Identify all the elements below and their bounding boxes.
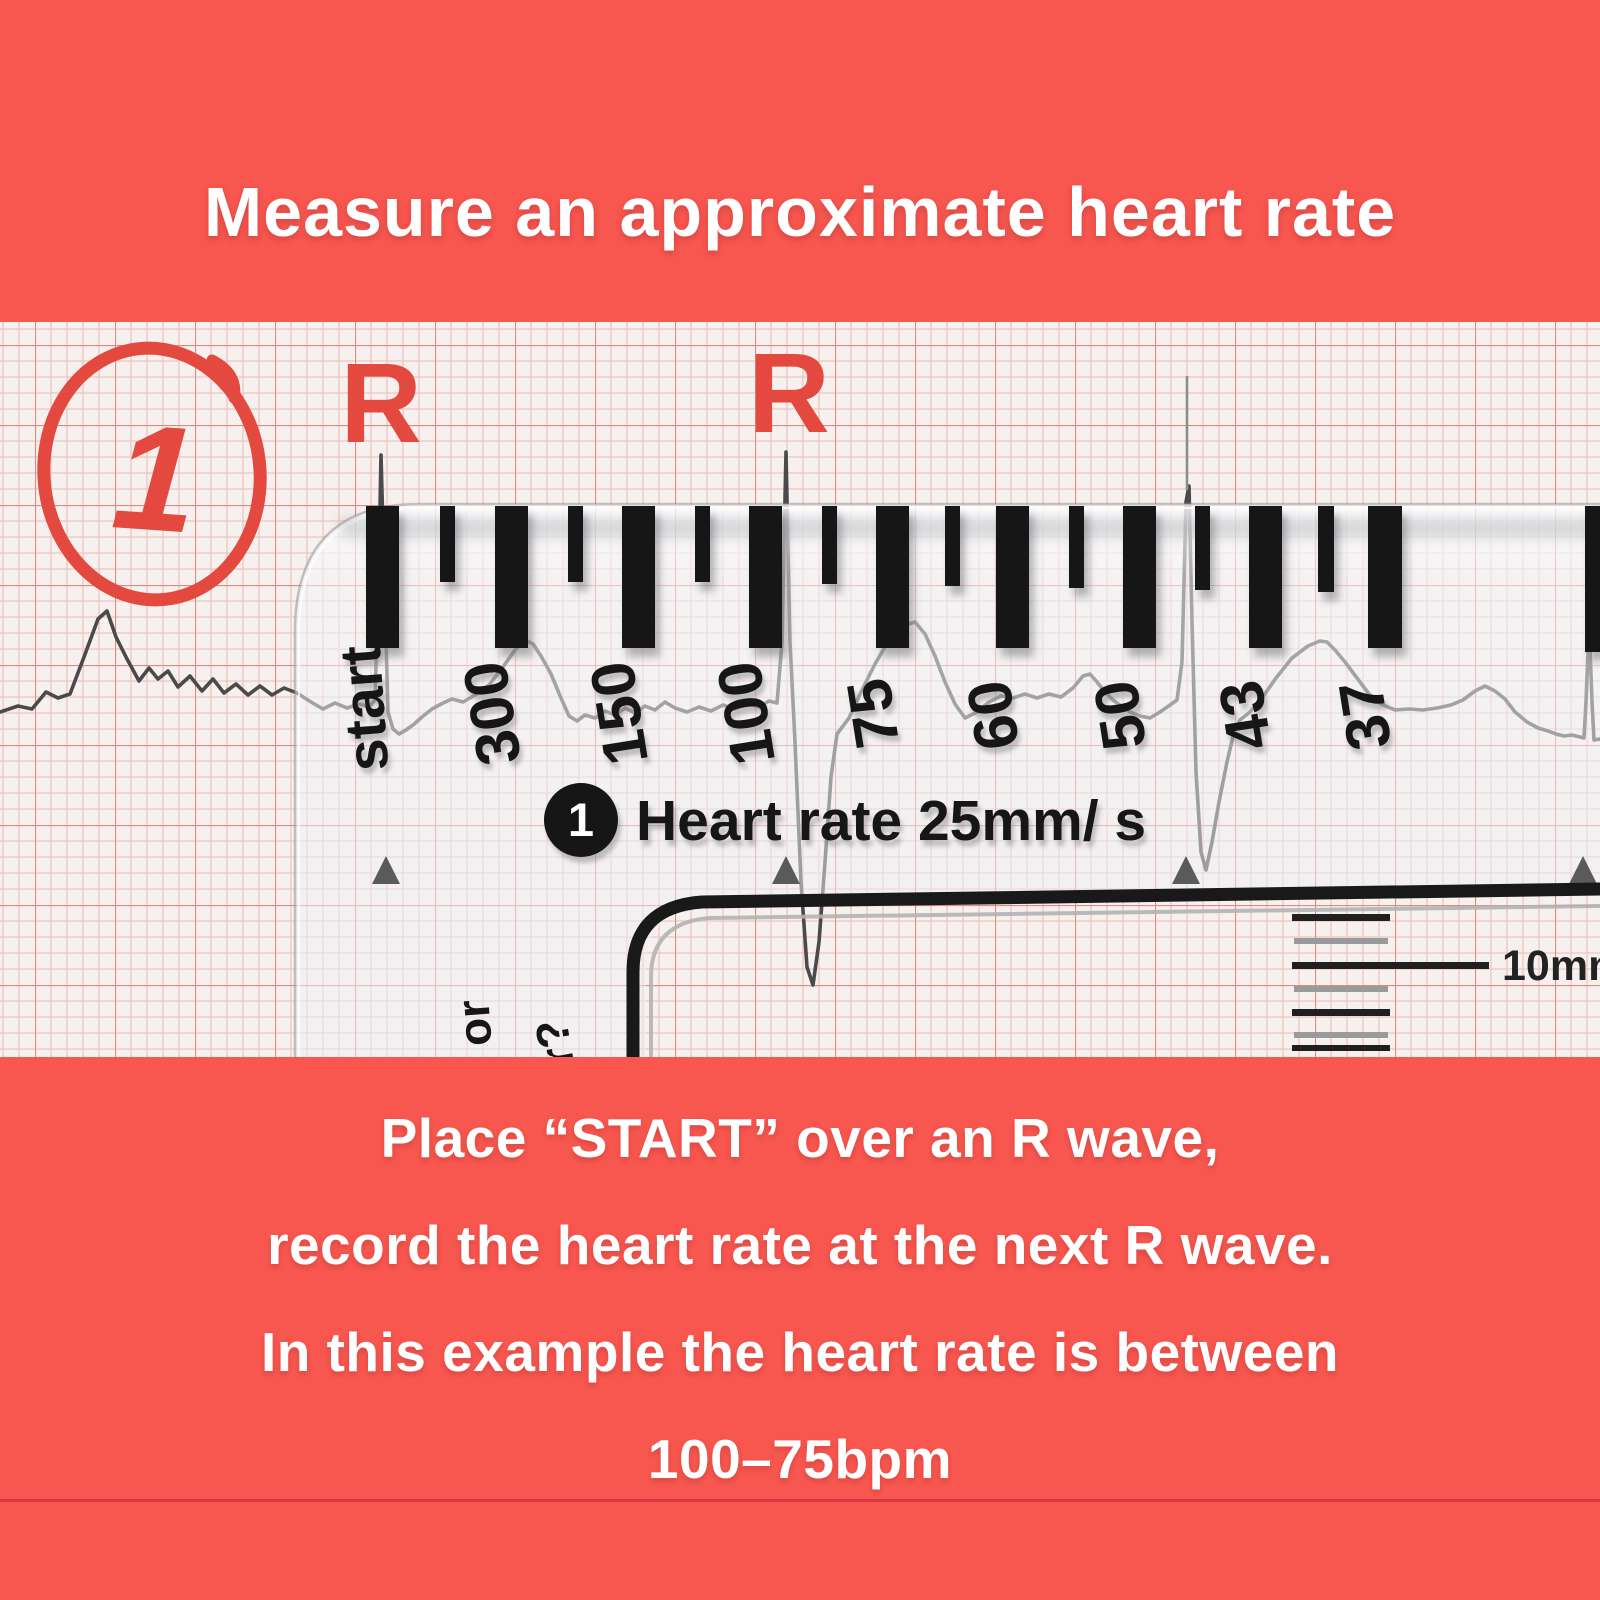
scale-label-150: 150 (578, 657, 662, 770)
scale-label-100: 100 (705, 657, 789, 770)
tick-bar-edge (1585, 506, 1600, 652)
calibration-line (1292, 914, 1390, 921)
step-badge-number: 1 (568, 793, 594, 846)
pointer-triangles (372, 856, 1597, 884)
tick-bar-minor (822, 506, 837, 584)
ruler-scale-bars (366, 506, 1600, 652)
calibration-label: 10mm (1502, 942, 1600, 990)
scale-label-43: 43 (1206, 676, 1285, 755)
annotation-step-number: 1 (108, 391, 203, 564)
window-frame (626, 882, 1600, 1057)
tick-bar-43 (1249, 506, 1282, 648)
tick-bar-50 (1123, 506, 1156, 648)
heart-rate-label: Heart rate 25mm/ s (636, 789, 1146, 853)
ruler-caption-row: 1 Heart rate 25mm/ s (544, 783, 1146, 857)
tick-bar-75 (876, 506, 909, 648)
title-band: Measure an approximate heart rate (0, 0, 1600, 322)
caption-line: record the heart rate at the next R wave… (267, 1214, 1333, 1276)
calibration-line (1294, 938, 1388, 944)
tick-bar-minor (1195, 506, 1210, 590)
window-frame-inner-edge (649, 904, 1600, 1057)
r-wave-label-2: R (748, 330, 830, 456)
pointer-triangle-icon (372, 856, 400, 884)
tick-bar-150 (622, 506, 655, 648)
ecg-photo-svg: start 300 150 100 75 60 50 43 37 1 Heart… (0, 322, 1600, 1057)
ruler-top-shadow (340, 518, 1600, 538)
step-badge (544, 783, 618, 857)
pointer-triangle-icon (772, 856, 800, 884)
pointer-triangle-icon (1172, 856, 1200, 884)
divider-line (0, 1499, 1600, 1502)
scale-label-37: 37 (1326, 676, 1405, 755)
tick-bar-minor (945, 506, 960, 586)
scale-label-300: 300 (451, 657, 535, 770)
tick-bar-37 (1368, 506, 1402, 648)
tick-bar-minor (1318, 506, 1334, 592)
tick-bar-100 (749, 506, 782, 648)
ruler-side-texts: or r? (446, 998, 583, 1057)
page-title: Measure an approximate heart rate (203, 173, 1397, 251)
calibration-line (1294, 986, 1388, 992)
calibration-line (1294, 1032, 1388, 1038)
tick-bar-300 (495, 506, 528, 648)
tick-bar-60 (996, 506, 1029, 648)
tick-bar-minor (695, 506, 710, 582)
tick-bar-minor (440, 506, 455, 582)
r-wave-label-1: R (340, 340, 422, 466)
ruler-edge (293, 502, 1600, 1057)
calibration-scale: 10mm (1292, 914, 1600, 1051)
side-label-or: or (446, 998, 501, 1048)
caption-line: In this example the heart rate is betwee… (260, 1321, 1340, 1383)
scale-label-start: start (328, 643, 402, 773)
ruler-scale-labels: start 300 150 100 75 60 50 43 37 (328, 643, 1405, 773)
pointer-triangle-icon (1569, 856, 1597, 884)
annotation-circle-overshoot (206, 354, 241, 404)
calibration-line-long (1292, 962, 1489, 969)
red-annotations: 1 R R (37, 330, 830, 607)
scale-label-75: 75 (834, 674, 913, 753)
tick-bar-minor (568, 506, 583, 582)
tick-bar-minor (1069, 506, 1084, 588)
calibration-line (1292, 1009, 1390, 1016)
ruler-edge-highlight (298, 507, 1600, 1057)
scale-label-60: 60 (954, 676, 1033, 755)
calibration-line (1292, 1045, 1390, 1051)
scale-label-50: 50 (1081, 676, 1160, 755)
ecg-photo: start 300 150 100 75 60 50 43 37 1 Heart… (0, 322, 1600, 1057)
caption-line: Place “START” over an R wave, (380, 1107, 1220, 1169)
caption-band: Place “START” over an R wave, record the… (0, 1057, 1600, 1600)
annotation-circle (37, 341, 267, 607)
caption-line: 100–75bpm (647, 1428, 953, 1490)
tick-bar-start (366, 506, 399, 648)
